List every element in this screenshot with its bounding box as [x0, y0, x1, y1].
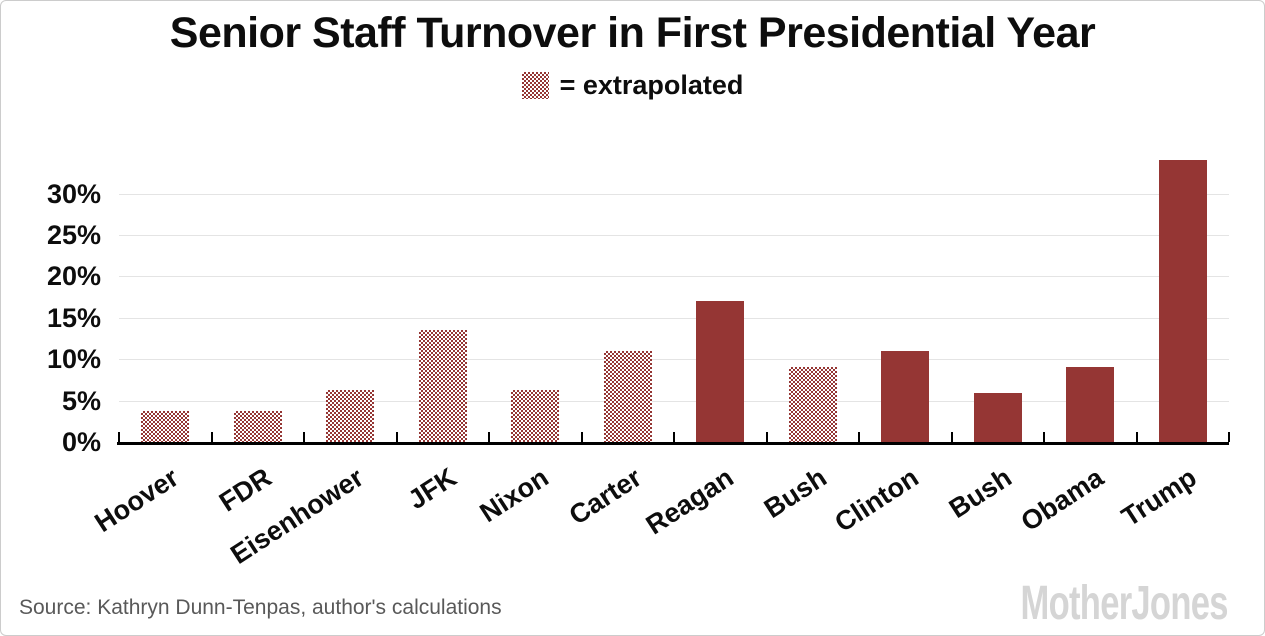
x-axis-tick	[858, 432, 860, 442]
bar	[1066, 367, 1114, 442]
bar	[1159, 160, 1207, 442]
gridline	[119, 276, 1229, 278]
extrapolated-pattern-swatch-icon	[521, 72, 549, 99]
source-text: Source: Kathryn Dunn-Tenpas, author's ca…	[19, 596, 502, 619]
mother-jones-logo: MotherJones	[1020, 577, 1229, 630]
y-axis-tick-label: 15%	[46, 302, 101, 333]
bar-extrapolated	[419, 330, 467, 442]
y-axis-tick-label: 10%	[46, 344, 101, 375]
y-axis-tick-label: 30%	[46, 178, 101, 209]
bar-extrapolated	[234, 411, 282, 442]
x-axis-line	[117, 442, 1229, 445]
x-axis-tick	[1135, 432, 1138, 442]
legend: = extrapolated	[1, 70, 1264, 101]
x-axis-tick	[395, 432, 398, 442]
chart-title: Senior Staff Turnover in First President…	[169, 9, 1096, 57]
x-axis-tick	[765, 432, 768, 442]
x-axis-tick	[1228, 432, 1230, 442]
x-axis-tick	[488, 432, 490, 442]
bar-extrapolated	[604, 351, 652, 442]
x-axis-tick	[673, 432, 675, 442]
gridline	[119, 235, 1229, 236]
legend-label: = extrapolated	[559, 70, 744, 100]
gridline	[119, 359, 1229, 361]
bar-extrapolated	[789, 367, 837, 442]
y-axis-tick-label: 5%	[61, 385, 101, 416]
x-axis-tick	[1043, 432, 1045, 442]
bar	[696, 301, 744, 442]
bar	[881, 351, 929, 442]
y-axis-tick-label: 25%	[46, 220, 101, 250]
bar-extrapolated	[326, 390, 374, 442]
x-axis-tick	[580, 432, 583, 442]
y-axis-tick-label: 20%	[46, 261, 101, 292]
x-axis-tick	[210, 432, 213, 442]
gridline	[119, 193, 1229, 195]
gridline	[119, 317, 1229, 319]
y-axis-tick-label: 0%	[61, 427, 101, 457]
x-axis-tick	[950, 432, 953, 442]
gridline	[119, 400, 1229, 402]
bar-extrapolated	[141, 411, 189, 442]
bar-extrapolated	[511, 390, 559, 442]
bar	[974, 393, 1022, 442]
x-axis-tick	[118, 432, 120, 442]
x-axis-tick	[303, 432, 305, 442]
